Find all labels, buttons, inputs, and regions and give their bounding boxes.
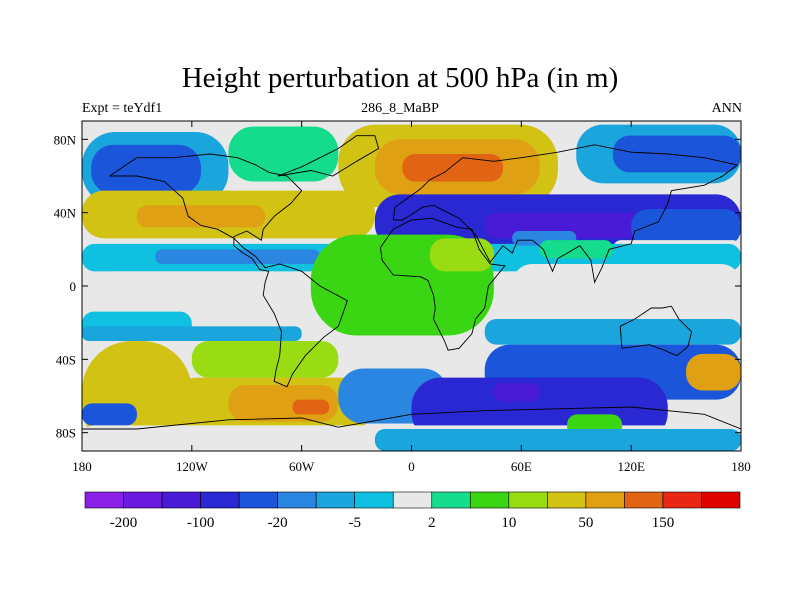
y-tick-label: 80S (56, 426, 76, 441)
contour-region (191, 341, 339, 378)
contour-region (82, 403, 137, 426)
contour-region (612, 135, 741, 173)
colorbar-swatch (354, 491, 394, 509)
x-tick-label: 60W (289, 459, 315, 474)
contour-region (292, 399, 330, 415)
colorbar: -200 -100 -20 -5 2 10 50 150 (84, 491, 741, 531)
colorbar-swatch (662, 491, 702, 509)
coastline (82, 406, 741, 430)
coastline (619, 305, 693, 357)
contour-region (539, 240, 613, 259)
map-title: Height perturbation at 500 hPa (in m) (181, 62, 619, 94)
contour-region (631, 209, 741, 246)
contour-field (82, 121, 741, 451)
y-tick-label: 40N (54, 206, 77, 221)
colorbar-swatch (392, 491, 433, 509)
x-tick-label: 180 (731, 459, 751, 474)
contour-region (374, 429, 741, 451)
colorbar-swatch (84, 491, 124, 509)
contour-region (228, 126, 339, 182)
coastlines (82, 135, 741, 430)
contour-region (493, 383, 540, 402)
colorbar-label: -200 (110, 515, 138, 531)
map-axes: 180 120W 60W 0 60E 120E 180 80N 40N 0 40S 80S (54, 121, 751, 474)
colorbar-swatch (238, 491, 278, 509)
x-tick-label: 120E (617, 459, 645, 474)
period-label: 286_8_MaBP (361, 101, 439, 116)
colorbar-label: 150 (652, 515, 675, 531)
coastline (109, 153, 348, 388)
y-tick-label: 80N (54, 132, 77, 147)
x-tick-label: 120W (176, 459, 209, 474)
x-tick-label: 60E (511, 459, 532, 474)
contour-region (429, 238, 494, 272)
contour-region (484, 319, 741, 345)
contour-region (155, 249, 320, 264)
experiment-label: Expt = teYdf1 (82, 101, 163, 116)
colorbar-label: 10 (501, 515, 516, 531)
contour-region (136, 205, 266, 228)
colorbar-label: -100 (187, 515, 215, 531)
coastline (392, 144, 739, 284)
contour-region (100, 271, 284, 294)
colorbar-swatch (123, 491, 163, 509)
colorbar-swatch (547, 491, 587, 509)
y-tick-label: 0 (70, 279, 77, 294)
contour-region (91, 144, 201, 195)
colorbar-label: -20 (268, 515, 288, 531)
colorbar-swatch (585, 491, 625, 509)
x-tick-label: 0 (408, 459, 415, 474)
colorbar-label: -5 (348, 515, 361, 531)
colorbar-swatch (161, 491, 201, 509)
contour-region (512, 264, 741, 308)
contour-region (82, 326, 302, 341)
colorbar-swatch (469, 491, 510, 509)
colorbar-swatch (277, 491, 317, 509)
coastline (277, 135, 380, 177)
colorbar-swatch (315, 491, 356, 509)
colorbar-swatch (200, 491, 240, 509)
colorbar-swatch (624, 491, 664, 509)
season-label: ANN (711, 101, 742, 116)
colorbar-label: 50 (578, 515, 593, 531)
colorbar-label: 2 (428, 515, 436, 531)
contour-region (402, 154, 504, 182)
x-tick-label: 180 (72, 459, 92, 474)
contour-region (686, 353, 741, 391)
colorbar-swatch (701, 491, 741, 509)
colorbar-swatch (431, 491, 471, 509)
y-tick-label: 40S (56, 352, 76, 367)
coastline (379, 217, 506, 351)
colorbar-swatch (508, 491, 548, 509)
